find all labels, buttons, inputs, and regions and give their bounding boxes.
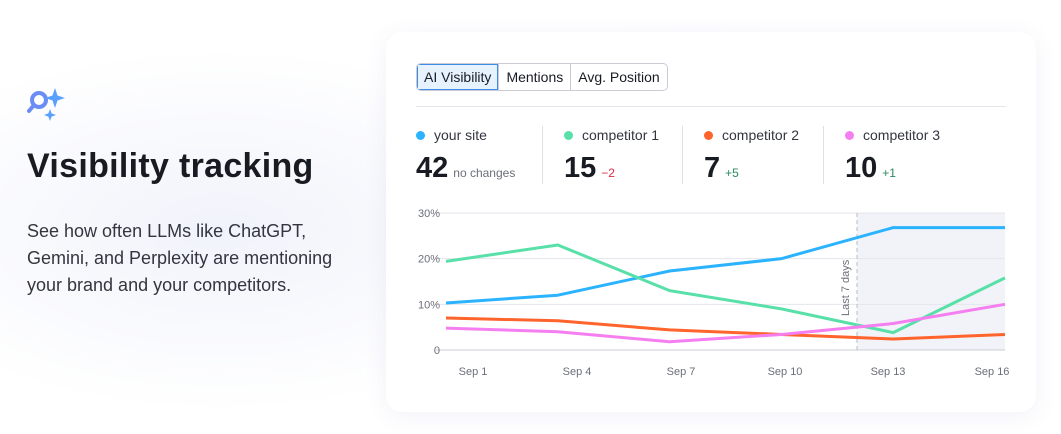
stat-value: 42	[416, 152, 449, 184]
y-tick-label: 20%	[418, 254, 440, 266]
y-tick-label: 0	[434, 345, 440, 357]
legend-label: competitor 1	[564, 127, 689, 143]
legend-dot	[845, 130, 854, 140]
legend-label: competitor 3	[845, 127, 970, 143]
sparkle-search-icon	[27, 88, 67, 130]
y-tick-label: 30%	[418, 208, 440, 220]
line-chart: 0 10% 20% 30% Last 7 days Sep 1 Sep 4 Sep 7 Sep …	[418, 208, 1010, 378]
stat-change: −2	[601, 166, 615, 180]
series-line-1	[445, 226, 1005, 305]
stat-divider	[682, 126, 683, 184]
last-7-days-region	[857, 213, 1005, 350]
stat-change: +1	[882, 166, 896, 180]
divider	[416, 106, 1006, 107]
stat-change: +5	[725, 166, 739, 180]
visibility-card: AI Visibility Mentions Avg. Position you…	[386, 32, 1036, 412]
feature-intro: Visibility tracking See how often LLMs l…	[27, 86, 347, 299]
stat-change: no changes	[453, 166, 516, 180]
x-tick-label: Sep 1	[459, 366, 488, 378]
feature-title: Visibility tracking	[27, 147, 314, 185]
x-tick-label: Sep 4	[563, 366, 592, 378]
metric-tabs: AI Visibility Mentions Avg. Position	[416, 63, 668, 91]
tab-ai-visibility[interactable]: AI Visibility	[417, 64, 499, 90]
stat-4: competitor 3 10 +1	[845, 127, 970, 185]
legend-label: your site	[416, 127, 541, 143]
legend-dot	[564, 130, 573, 140]
series-line-3	[445, 316, 1006, 341]
stat-value-row: 15 −2	[564, 152, 689, 185]
series-line-4	[445, 302, 1006, 344]
tab-avg-position[interactable]: Avg. Position	[570, 64, 666, 90]
legend-label: competitor 2	[704, 127, 829, 143]
stat-value: 10	[845, 152, 878, 184]
last-7-days-label: Last 7 days	[840, 259, 852, 316]
stat-value: 15	[564, 152, 597, 184]
tab-mentions[interactable]: Mentions	[498, 64, 570, 90]
stat-3: competitor 2 7 +5	[704, 127, 829, 185]
legend-dot	[416, 130, 425, 140]
stat-value-row: 42 no changes	[416, 152, 541, 185]
y-tick-label: 10%	[418, 299, 440, 311]
stat-divider	[542, 126, 543, 184]
series-name: competitor 2	[722, 127, 800, 143]
stat-value: 7	[704, 152, 721, 184]
series-name: your site	[434, 127, 487, 143]
series-name: competitor 1	[582, 127, 660, 143]
stat-2: competitor 1 15 −2	[564, 127, 689, 185]
stat-value-row: 10 +1	[845, 152, 970, 185]
stat-value-row: 7 +5	[704, 152, 829, 185]
x-tick-label: Sep 10	[768, 366, 803, 378]
x-tick-label: Sep 7	[667, 366, 696, 378]
series-line-2	[445, 243, 1006, 335]
x-tick-label: Sep 13	[871, 366, 906, 378]
stat-1: your site 42 no changes	[416, 127, 541, 185]
legend-dot	[704, 130, 713, 140]
series-name: competitor 3	[863, 127, 941, 143]
x-tick-label: Sep 16	[975, 366, 1010, 378]
feature-description: See how often LLMs like ChatGPT, Gemini,…	[27, 221, 333, 295]
stat-divider	[823, 126, 824, 184]
